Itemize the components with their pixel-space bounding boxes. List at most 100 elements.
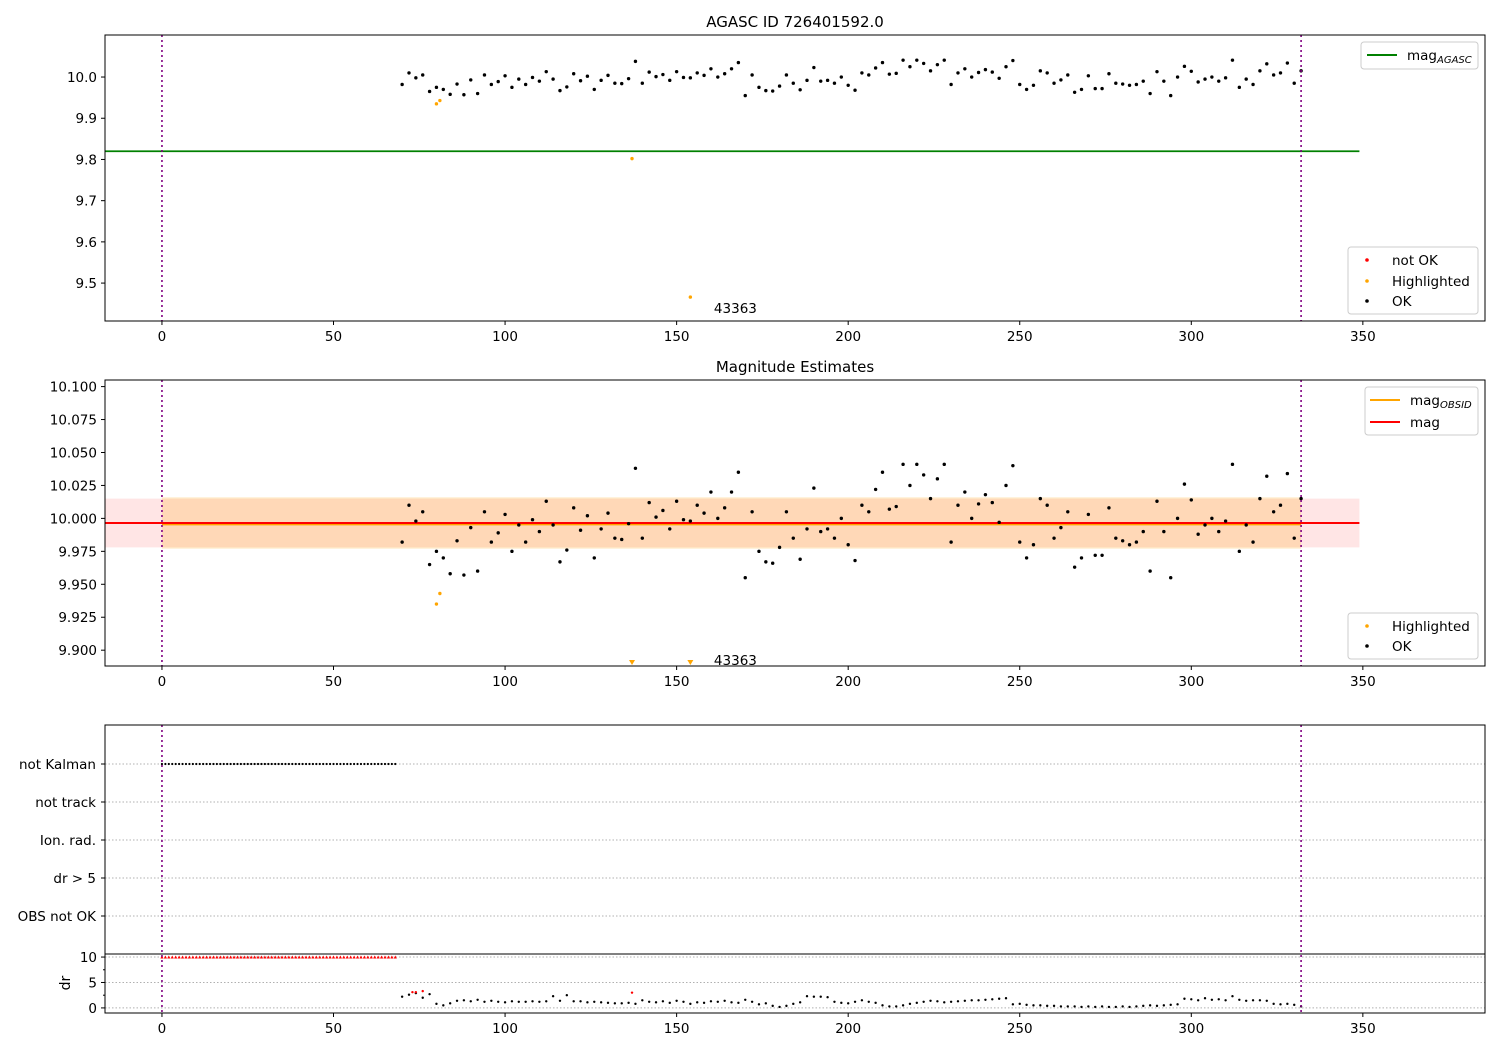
ok-point	[750, 73, 754, 77]
ok-point	[729, 490, 734, 494]
not-kalman-flag-point	[335, 762, 339, 766]
dr-clipped-point	[383, 955, 387, 959]
ok-point	[1059, 525, 1063, 530]
legend-marker-highlighted	[1365, 624, 1369, 628]
panel1-xtick-label: 150	[664, 329, 690, 345]
ok-point	[1045, 71, 1049, 75]
ok-point	[1244, 77, 1248, 81]
ok-point	[421, 73, 425, 77]
dr-clipped-point	[194, 955, 198, 959]
ok-point	[661, 72, 665, 77]
not-kalman-flag-point	[352, 762, 356, 766]
ok-point	[613, 81, 617, 85]
ok-point	[1066, 73, 1070, 77]
panel1-title: AGASC ID 726401592.0	[706, 13, 884, 31]
ok-point	[517, 523, 521, 527]
dr-clipped-point	[294, 955, 298, 959]
dr-clipped-point	[222, 955, 226, 959]
ok-point	[571, 72, 576, 76]
ok-point	[709, 490, 713, 494]
ok-point	[935, 62, 940, 67]
dr-ok-point	[771, 1004, 774, 1008]
ok-point	[1052, 536, 1056, 540]
ok-point	[1079, 87, 1084, 92]
not-kalman-flag-point	[274, 762, 277, 766]
not-kalman-flag-point	[191, 762, 194, 766]
ok-point	[812, 65, 816, 70]
ok-point	[1258, 69, 1262, 73]
dr-ok-point	[668, 1001, 671, 1005]
dr-ok-point	[1128, 1005, 1131, 1009]
panel1-ytick-label: 9.7	[76, 194, 97, 210]
ok-point	[1292, 81, 1296, 85]
legend-label-obsid: magOBSID	[1410, 393, 1472, 411]
ok-point	[427, 562, 432, 567]
ok-point	[709, 67, 713, 71]
ok-point	[578, 528, 583, 532]
dr-ok-point	[1059, 1005, 1063, 1008]
dr-clipped-point	[246, 955, 250, 959]
ok-point	[462, 573, 466, 577]
ok-point	[606, 73, 610, 78]
not-kalman-flag-point	[263, 762, 266, 766]
dr-ok-point	[949, 1000, 953, 1004]
dr-ok-point	[1272, 1002, 1275, 1006]
ok-point	[970, 516, 974, 521]
ok-point	[825, 527, 830, 531]
ok-point	[942, 58, 946, 62]
dr-not-ok-point	[421, 989, 424, 993]
not-kalman-flag-point	[339, 762, 342, 766]
dr-ok-point	[593, 1000, 596, 1004]
ok-point	[970, 75, 974, 79]
dr-not-ok-point	[630, 991, 634, 994]
ok-point	[475, 569, 480, 573]
panel1-ytick-label: 9.6	[76, 235, 97, 251]
ok-point	[434, 549, 439, 554]
dr-ok-point	[908, 1002, 912, 1006]
not-kalman-flag-point	[280, 762, 284, 766]
ok-point	[633, 466, 638, 471]
ok-point	[1141, 79, 1145, 83]
ok-point	[1072, 565, 1077, 569]
dr-ok-point	[833, 1000, 836, 1004]
dr-ok-point	[744, 998, 747, 1001]
dr-clipped-point	[345, 955, 349, 959]
not-kalman-flag-point	[380, 762, 383, 766]
ok-point	[626, 521, 631, 526]
panel2-ytick-label: 10.000	[50, 511, 97, 527]
ok-point	[1265, 62, 1269, 66]
legend-label-not-ok: not OK	[1392, 253, 1439, 269]
not-kalman-flag-point	[195, 762, 198, 766]
ok-point	[1251, 82, 1255, 87]
dr-ok-point	[462, 999, 466, 1002]
not-kalman-flag-point	[298, 762, 301, 766]
not-kalman-flag-point	[167, 762, 170, 766]
not-kalman-flag-point	[287, 762, 291, 766]
dr-clipped-point	[366, 955, 370, 959]
not-kalman-flag-point	[270, 762, 273, 766]
panel2-xtick-label: 250	[1007, 674, 1033, 690]
dr-ok-point	[1224, 999, 1227, 1002]
dr-clipped-point	[390, 955, 394, 959]
dr-ok-point	[702, 1001, 706, 1005]
dr-ok-point	[764, 1002, 768, 1005]
ok-point	[716, 75, 720, 79]
panel3-xtick-label: 0	[158, 1021, 167, 1037]
ok-point	[1223, 519, 1228, 523]
annotation-obsid: 43363	[714, 301, 757, 317]
dr-ok-point	[1176, 1003, 1179, 1006]
dr-clipped-point	[369, 955, 373, 959]
panel2-plot-area: 43363	[105, 462, 1360, 666]
panel2-ytick-label: 9.925	[58, 610, 97, 626]
ok-point	[784, 73, 789, 77]
ok-point	[908, 65, 912, 69]
dr-ok-point	[565, 993, 569, 997]
legend-label-ok: OK	[1392, 294, 1413, 310]
ok-point	[1189, 498, 1193, 502]
dr-ok-point	[943, 1001, 946, 1004]
ok-point	[819, 529, 823, 534]
ok-point	[736, 470, 741, 474]
ok-point	[853, 88, 857, 92]
not-kalman-flag-point	[318, 762, 321, 766]
not-kalman-flag-point	[181, 762, 184, 766]
